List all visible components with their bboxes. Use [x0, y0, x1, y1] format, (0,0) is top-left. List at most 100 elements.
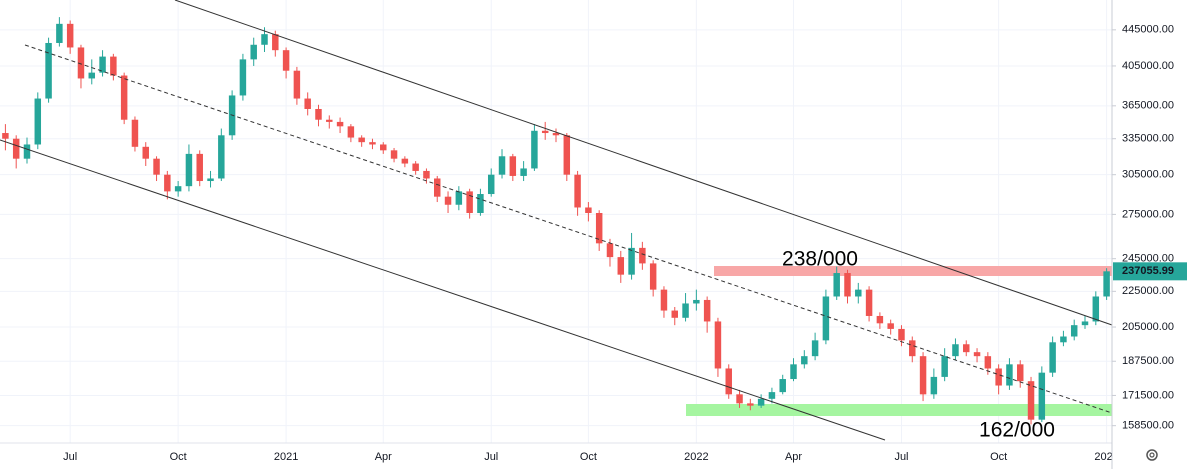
candle-body	[801, 356, 808, 365]
candle-body	[1103, 271, 1110, 297]
settings-icon[interactable]	[1146, 449, 1158, 461]
candle-body	[282, 50, 290, 71]
candle-body	[326, 119, 333, 122]
candle-body	[336, 121, 344, 127]
candle-body	[56, 23, 63, 43]
candle-body	[401, 158, 409, 164]
candle-body	[477, 194, 484, 213]
candle-body	[865, 289, 873, 316]
candle-body	[725, 368, 732, 395]
candle-body	[703, 299, 711, 322]
candle-body	[369, 142, 376, 145]
candle-body	[833, 273, 840, 297]
candle-body	[380, 144, 387, 151]
y-tick-label: 171500.00	[1122, 389, 1174, 401]
candle-body	[1060, 336, 1067, 343]
candle-body	[531, 130, 538, 169]
candle-body	[272, 34, 279, 51]
y-tick-label: 275000.00	[1122, 208, 1174, 220]
candle-body	[887, 323, 894, 329]
candles	[2, 17, 1110, 425]
candle-body	[1038, 372, 1046, 420]
candle-body	[120, 75, 128, 120]
candle-body	[347, 126, 355, 138]
candle-body	[811, 340, 819, 357]
candle-body	[574, 174, 581, 208]
annotation: 238/000	[782, 248, 858, 271]
candle-body	[563, 135, 571, 175]
candle-body	[466, 191, 473, 213]
candle-body	[45, 42, 52, 99]
y-tick-label: 485000.00	[1122, 0, 1174, 3]
upper-channel-line	[174, 0, 1113, 326]
candle-body	[23, 144, 31, 159]
candle-body	[585, 207, 592, 213]
candle-body	[2, 133, 9, 139]
x-axis-panel	[0, 443, 1112, 469]
candle-body	[941, 356, 948, 377]
candle-body	[423, 170, 430, 179]
candle-body	[239, 59, 247, 96]
candle-body	[822, 296, 830, 341]
candle-body	[34, 98, 42, 145]
candle-body	[509, 156, 517, 176]
x-tick-label: 2021	[274, 451, 298, 463]
annotation: 162/000	[979, 419, 1055, 442]
candle-body	[714, 321, 722, 369]
candle-body	[390, 150, 398, 159]
y-tick-label: 335000.00	[1122, 133, 1174, 145]
candle-body	[628, 247, 635, 275]
candle-body	[855, 289, 862, 297]
candle-body	[617, 257, 625, 275]
candle-body	[261, 34, 268, 45]
candle-body	[77, 47, 85, 79]
candle-body	[174, 186, 182, 192]
lower-channel-line	[0, 139, 886, 441]
candle-body	[142, 146, 149, 159]
candle-body	[358, 137, 365, 143]
candle-body	[898, 328, 905, 341]
candle-body	[606, 243, 614, 258]
y-tick-label: 445000.00	[1122, 24, 1174, 36]
candle-body	[693, 299, 700, 304]
candle-body	[12, 138, 20, 159]
candle-body	[541, 130, 549, 134]
candle-body	[250, 44, 257, 60]
candle-body	[498, 156, 506, 175]
x-tick-label: Jul	[484, 451, 498, 463]
support-zone	[686, 404, 1112, 416]
candle-body	[455, 191, 463, 205]
mid-channel-line	[24, 44, 1113, 414]
last-price-label: 237055.99	[1122, 265, 1174, 277]
candle-body	[88, 72, 96, 79]
candle-body	[1027, 381, 1035, 420]
candle-body	[790, 364, 797, 380]
x-tick-label: Jul	[894, 451, 908, 463]
x-tick-label: 2022	[684, 451, 708, 463]
candle-body	[1092, 296, 1100, 322]
candle-body	[757, 398, 765, 406]
candle-body	[995, 368, 1002, 386]
candle-body	[963, 344, 970, 353]
candle-body	[412, 163, 419, 171]
y-tick-label: 245000.00	[1122, 253, 1174, 265]
candle-body	[768, 392, 776, 399]
x-axis: Jul Oct 2021 Apr Jul Oct 2022 Apr Jul Oct 2023	[0, 442, 1119, 469]
candle-body	[131, 119, 139, 147]
candle-body	[293, 70, 301, 99]
x-tick-label: Oct	[990, 451, 1007, 463]
candle-body	[487, 174, 495, 195]
y-tick-label: 405000.00	[1122, 60, 1174, 72]
candle-body	[736, 394, 743, 404]
candle-body	[66, 23, 74, 48]
resistance-zone	[714, 266, 1112, 276]
candle-body	[304, 98, 311, 109]
candle-body	[153, 158, 160, 175]
candle-body	[444, 196, 452, 205]
candle-body	[99, 56, 106, 73]
candle-body	[919, 356, 927, 395]
y-axis: 485000.00 445000.00 405000.00 365000.00 3350…	[1111, 0, 1187, 469]
candle-body	[315, 108, 322, 120]
candle-body	[671, 310, 678, 318]
